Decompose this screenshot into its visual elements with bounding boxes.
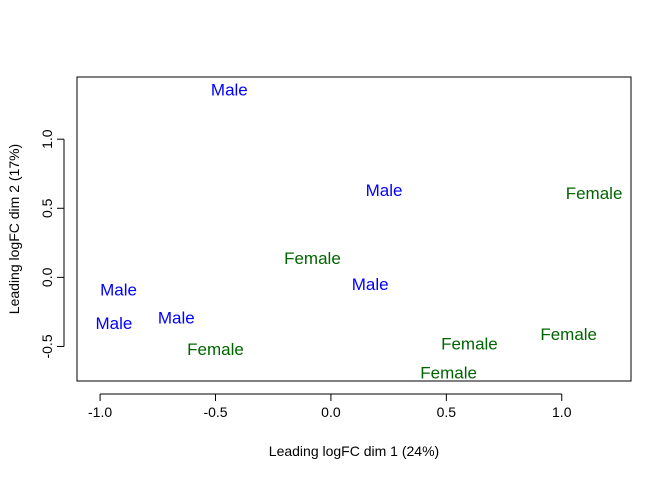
point-label-male: Male: [158, 308, 195, 327]
x-axis-label: Leading logFC dim 1 (24%): [269, 443, 439, 459]
x-axis: -1.0 -0.5 0.0 0.5 1.0: [88, 393, 572, 420]
plot-frame: [76, 76, 632, 382]
point-label-male: Male: [366, 181, 403, 200]
point-label-male: Male: [100, 281, 137, 300]
y-tick-label: 1.0: [39, 129, 55, 149]
y-axis-label: Leading logFC dim 2 (17%): [6, 144, 22, 314]
point-label-female: Female: [441, 335, 498, 354]
y-tick-label: 0.5: [39, 198, 55, 218]
point-label-female: Female: [187, 340, 244, 359]
point-labels: Male Male Male Male Male Male Female Female Fema…: [96, 80, 623, 382]
x-tick-label: -0.5: [203, 404, 227, 420]
point-label-female: Female: [284, 249, 341, 268]
y-axis: -0.5 0.0 0.5 1.0: [39, 129, 65, 359]
x-tick-label: 0.5: [437, 404, 457, 420]
point-label-female: Female: [540, 325, 597, 344]
point-label-male: Male: [96, 314, 133, 333]
point-label-male: Male: [352, 275, 389, 294]
point-label-female: Female: [420, 364, 477, 383]
point-label-male: Male: [211, 80, 248, 99]
y-tick-label: 0.0: [39, 267, 55, 287]
x-tick-label: 1.0: [552, 404, 572, 420]
x-tick-label: 0.0: [321, 404, 341, 420]
x-tick-label: -1.0: [88, 404, 112, 420]
point-label-female: Female: [566, 184, 623, 203]
y-tick-label: -0.5: [39, 334, 55, 358]
